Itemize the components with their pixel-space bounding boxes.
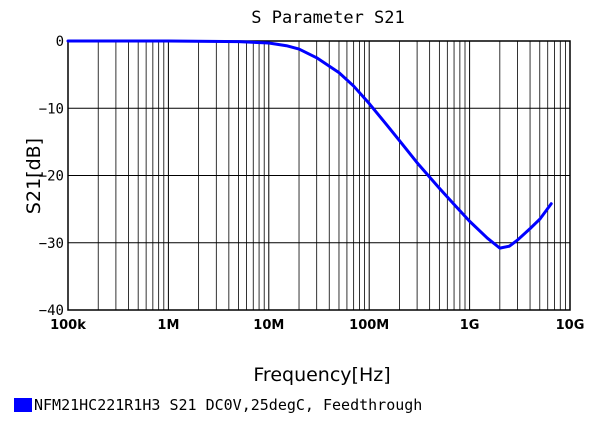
series-line (66, 39, 553, 250)
x-tick-label: 1M (157, 318, 179, 333)
y-axis-label: S21[dB] (23, 138, 45, 214)
y-tick-label: −30 (39, 236, 64, 252)
series-lines (66, 39, 553, 250)
legend: NFM21HC221R1H3 S21 DC0V,25degC, Feedthro… (14, 396, 422, 414)
x-axis-label: Frequency[Hz] (253, 364, 390, 386)
y-tick-label: 0 (56, 34, 64, 50)
x-tick-label: 10M (253, 318, 284, 333)
plot-border (67, 40, 571, 311)
y-tick-label: −40 (39, 303, 64, 319)
plot-frame (67, 40, 571, 311)
x-tick-label: 1G (460, 318, 480, 333)
x-tick-label: 10G (556, 318, 585, 333)
legend-swatch (14, 398, 32, 412)
y-tick-label: −20 (39, 169, 64, 185)
x-tick-label: 100M (349, 318, 389, 333)
legend-label: NFM21HC221R1H3 S21 DC0V,25degC, Feedthro… (34, 396, 422, 414)
x-tick-labels: 100k 1M 10M 100M 1G 10G (50, 318, 584, 333)
chart-title: S Parameter S21 (251, 8, 405, 28)
y-tick-labels: 0 −10 −20 −30 −40 (39, 34, 64, 319)
y-tick-label: −10 (39, 101, 64, 117)
x-tick-label: 100k (50, 318, 86, 333)
grid (67, 40, 571, 311)
